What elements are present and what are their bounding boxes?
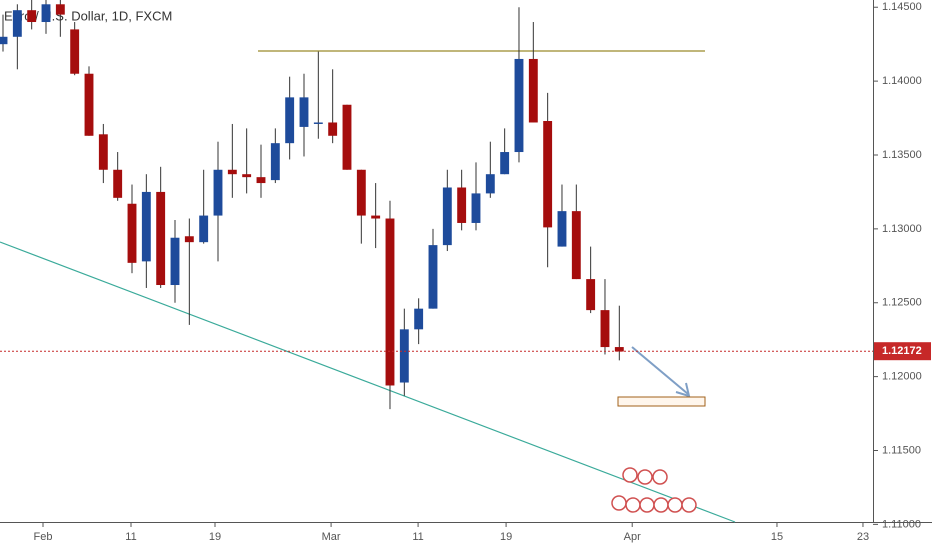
candle-body <box>371 215 381 219</box>
candle-body <box>127 203 137 263</box>
x-tick-label: 19 <box>209 531 221 543</box>
x-tick-label: Mar <box>322 531 341 543</box>
x-tick-label: 11 <box>412 531 423 543</box>
candle-body <box>27 10 37 23</box>
candle-body <box>12 10 22 37</box>
candle-body <box>0 36 8 45</box>
last-price-label: 1.12172 <box>882 345 922 357</box>
candle-body <box>55 4 65 15</box>
candle-body <box>313 122 323 124</box>
x-tick-label: 15 <box>771 531 783 543</box>
candle-body <box>356 169 366 216</box>
candle-body <box>586 279 596 311</box>
candle-body <box>299 97 309 127</box>
candle-body <box>285 97 295 144</box>
candle-body <box>170 237 180 286</box>
y-tick-label: 1.14500 <box>882 1 922 13</box>
candle-body <box>514 58 524 153</box>
candle-body <box>600 310 610 348</box>
y-tick-label: 1.12000 <box>882 371 922 383</box>
x-tick-label: 11 <box>125 531 136 543</box>
candle-body <box>156 191 166 286</box>
candle-body <box>227 169 237 175</box>
candle-body <box>70 29 80 74</box>
candle-body <box>457 187 467 223</box>
candle-body <box>614 347 624 352</box>
arrow-head <box>675 382 691 398</box>
candle-body <box>184 236 194 243</box>
candle-body <box>471 193 481 223</box>
candle-body <box>270 143 280 181</box>
forecast-arrow <box>631 346 689 395</box>
y-tick-label: 1.13500 <box>882 149 922 161</box>
last-price-box <box>874 342 931 361</box>
candle-body <box>199 215 209 243</box>
candle-body <box>543 121 553 228</box>
candle-body <box>84 73 94 136</box>
candle-body <box>528 58 538 123</box>
y-tick-label: 1.12500 <box>882 297 922 309</box>
x-tick-label: Feb <box>34 531 53 543</box>
y-tick-label: 1.11500 <box>882 444 921 456</box>
candle-body <box>414 308 424 330</box>
candle-body <box>213 169 223 216</box>
x-tick-label: Apr <box>624 531 641 543</box>
x-tick-label: 23 <box>857 531 869 543</box>
candle-body <box>399 329 409 383</box>
candle-body <box>557 211 567 247</box>
candle-body <box>113 169 123 198</box>
trend-line <box>0 241 736 523</box>
candle-body <box>328 122 338 136</box>
candle-body <box>98 134 108 170</box>
candle-body <box>571 211 581 280</box>
candle-body <box>242 174 252 178</box>
candle-body <box>342 104 352 170</box>
candle-body <box>141 191 151 262</box>
candle-body <box>428 245 438 309</box>
candle-body <box>500 152 510 175</box>
event-icons <box>611 467 697 513</box>
y-tick-label: 1.14000 <box>882 75 922 87</box>
x-tick-label: 19 <box>500 531 512 543</box>
y-tick-label: 1.13000 <box>882 223 922 235</box>
candle-body <box>41 4 51 23</box>
target-box <box>617 396 706 407</box>
candle-body <box>442 187 452 246</box>
candle-body <box>256 177 266 184</box>
candle-body <box>385 218 395 386</box>
y-tick-label: 1.11000 <box>882 518 921 530</box>
candle-body <box>485 174 495 194</box>
